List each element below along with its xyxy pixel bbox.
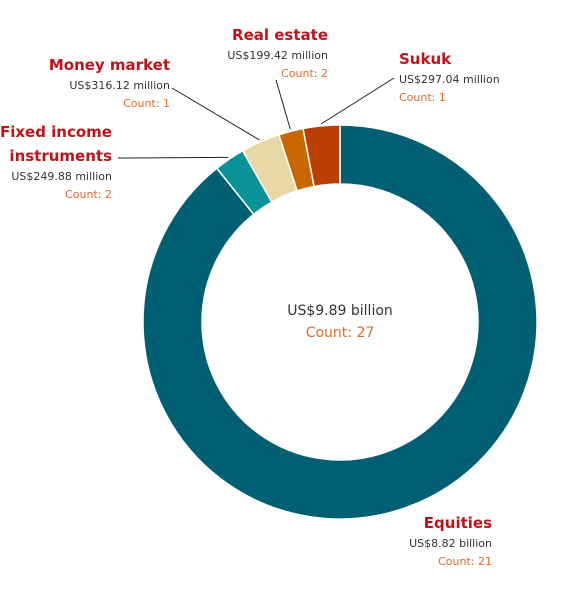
slice-name: Sukuk	[399, 50, 452, 68]
slice-name: Real estate	[232, 26, 328, 44]
slice-name-line-1: Fixed income	[0, 123, 112, 141]
slice-value: US$8.82 billion	[409, 537, 492, 550]
slice-name: Equities	[423, 514, 492, 532]
total-count-label: Count: 27	[305, 325, 375, 341]
slice-value: US$297.04 million	[399, 73, 500, 86]
donut-slice-equities	[142, 124, 538, 520]
slice-label-real-estate: Real estate US$199.42 million Count: 2	[227, 23, 328, 83]
donut-slice-sukuk	[302, 124, 341, 188]
slice-value: US$249.88 million	[11, 170, 112, 183]
total-value-label: US$9.89 billion	[287, 303, 393, 319]
slice-value: US$316.12 million	[69, 79, 170, 92]
slice-name-line-2: instruments	[9, 147, 112, 165]
leader-line-money-market	[171, 87, 260, 141]
slice-label-fixed-income: Fixed income instruments US$249.88 milli…	[0, 120, 112, 204]
slice-count: Count: 2	[281, 67, 328, 80]
slice-count: Count: 1	[123, 97, 170, 110]
donut-center-summary: US$9.89 billion Count: 27	[240, 300, 440, 344]
slice-label-equities: Equities US$8.82 billion Count: 21	[409, 511, 492, 571]
slice-label-money-market: Money market US$316.12 million Count: 1	[49, 53, 170, 113]
leader-line-real-estate	[275, 79, 291, 130]
slice-name: Money market	[48, 56, 170, 74]
slice-count: Count: 1	[399, 91, 446, 104]
slice-count: Count: 21	[438, 555, 492, 568]
leader-line-fixed-income-instruments	[117, 156, 229, 159]
slice-label-sukuk: Sukuk US$297.04 million Count: 1	[399, 47, 500, 107]
slice-count: Count: 2	[65, 188, 112, 201]
slice-value: US$199.42 million	[227, 49, 328, 62]
leader-line-sukuk	[320, 77, 395, 125]
